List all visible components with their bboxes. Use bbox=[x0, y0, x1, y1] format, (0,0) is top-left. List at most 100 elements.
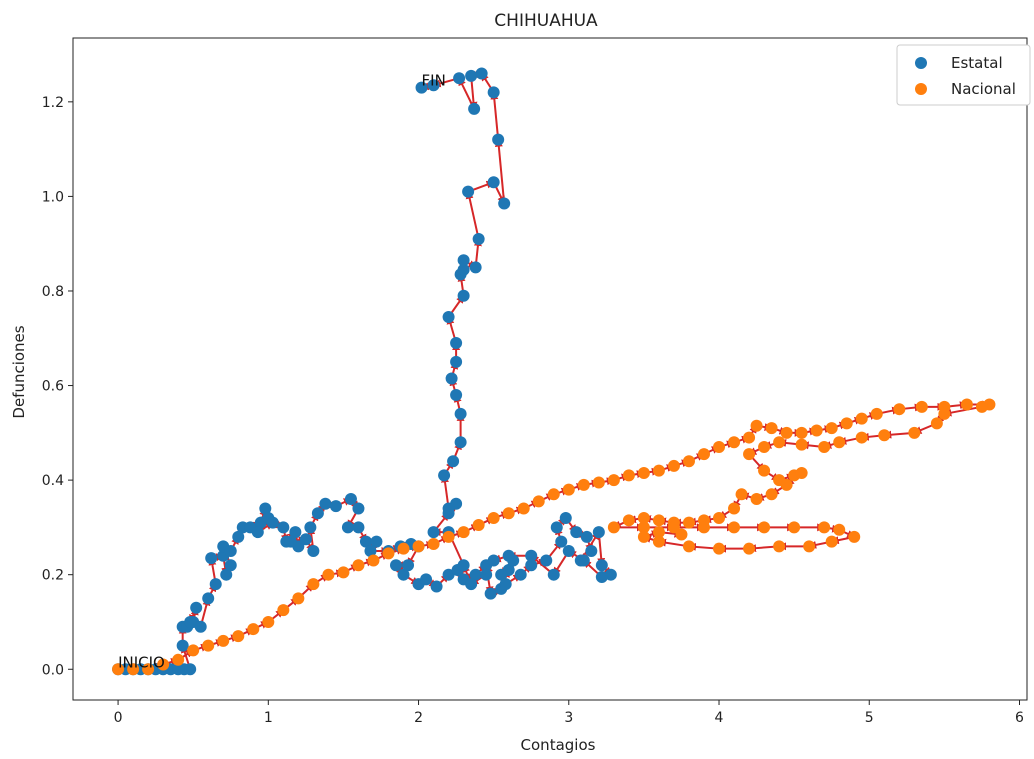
scatter-point-nacional bbox=[487, 511, 500, 524]
scatter-point-nacional bbox=[292, 592, 305, 605]
scatter-points bbox=[112, 67, 996, 676]
legend-marker bbox=[915, 83, 927, 95]
scatter-point-nacional bbox=[367, 554, 380, 567]
scatter-point-estatal bbox=[559, 511, 572, 524]
x-tick-label: 1 bbox=[264, 710, 273, 726]
scatter-point-estatal bbox=[457, 263, 470, 276]
scatter-point-estatal bbox=[445, 372, 458, 385]
scatter-point-nacional bbox=[728, 521, 741, 534]
trajectory-arrow bbox=[465, 190, 480, 240]
scatter-point-estatal bbox=[525, 549, 538, 562]
scatter-point-nacional bbox=[382, 547, 395, 560]
scatter-point-estatal bbox=[457, 289, 470, 302]
scatter-point-nacional bbox=[637, 521, 650, 534]
scatter-point-nacional bbox=[622, 514, 635, 527]
x-axis: 0 1 2 3 4 5 6 bbox=[114, 700, 1024, 726]
scatter-point-nacional bbox=[172, 653, 185, 666]
x-tick-label: 5 bbox=[865, 710, 874, 726]
scatter-point-nacional bbox=[758, 441, 771, 454]
scatter-point-estatal bbox=[194, 620, 207, 633]
scatter-point-nacional bbox=[547, 488, 560, 501]
scatter-point-estatal bbox=[220, 568, 233, 581]
scatter-point-nacional bbox=[682, 540, 695, 553]
scatter-point-nacional bbox=[682, 516, 695, 529]
scatter-point-estatal bbox=[585, 545, 598, 558]
scatter-point-estatal bbox=[251, 526, 264, 539]
scatter-point-estatal bbox=[472, 232, 485, 245]
scatter-point-estatal bbox=[232, 530, 245, 543]
scatter-point-estatal bbox=[592, 526, 605, 539]
scatter-point-nacional bbox=[112, 663, 125, 676]
scatter-point-nacional bbox=[833, 523, 846, 536]
scatter-point-nacional bbox=[818, 441, 831, 454]
annotation-label: INICIO bbox=[118, 653, 165, 671]
scatter-point-nacional bbox=[833, 436, 846, 449]
scatter-point-nacional bbox=[788, 521, 801, 534]
scatter-point-nacional bbox=[262, 615, 275, 628]
scatter-point-estatal bbox=[259, 502, 272, 515]
scatter-point-nacional bbox=[825, 535, 838, 548]
scatter-point-estatal bbox=[352, 521, 365, 534]
scatter-point-estatal bbox=[492, 133, 505, 146]
scatter-point-nacional bbox=[840, 417, 853, 430]
scatter-point-nacional bbox=[322, 568, 335, 581]
scatter-point-nacional bbox=[397, 542, 410, 555]
scatter-point-nacional bbox=[675, 528, 688, 541]
scatter-point-nacional bbox=[217, 634, 230, 647]
plot-area: 0 1 2 3 4 5 6 0.0 0.2 0.4 0.6 0.8 1.0 1.2 INICIO FIN bbox=[42, 37, 1028, 726]
scatter-point-nacional bbox=[743, 448, 756, 461]
scatter-point-nacional bbox=[780, 478, 793, 491]
scatter-point-estatal bbox=[190, 601, 203, 614]
scatter-point-nacional bbox=[607, 521, 620, 534]
scatter-point-nacional bbox=[878, 429, 891, 442]
scatter-point-nacional bbox=[713, 441, 726, 454]
x-axis-label: Contagios bbox=[521, 736, 596, 754]
scatter-point-estatal bbox=[277, 521, 290, 534]
scatter-point-estatal bbox=[465, 578, 478, 591]
y-tick-label: 0.2 bbox=[42, 568, 64, 584]
scatter-point-nacional bbox=[532, 495, 545, 508]
scatter-point-estatal bbox=[484, 587, 497, 600]
legend-label: Estatal bbox=[951, 54, 1003, 72]
y-tick-label: 0.6 bbox=[42, 379, 64, 395]
scatter-point-nacional bbox=[975, 400, 988, 413]
scatter-point-nacional bbox=[818, 521, 831, 534]
scatter-point-nacional bbox=[713, 511, 726, 524]
scatter-point-estatal bbox=[487, 86, 500, 99]
scatter-point-estatal bbox=[364, 545, 377, 558]
legend-label: Nacional bbox=[951, 80, 1016, 98]
scatter-point-nacional bbox=[577, 478, 590, 491]
trajectory-arrow bbox=[943, 405, 983, 417]
scatter-point-estatal bbox=[514, 568, 527, 581]
scatter-point-nacional bbox=[622, 469, 635, 482]
legend: Estatal Nacional bbox=[896, 44, 1031, 106]
scatter-point-estatal bbox=[390, 559, 403, 572]
scatter-point-estatal bbox=[442, 310, 455, 323]
y-tick-label: 1.2 bbox=[42, 95, 64, 111]
scatter-point-estatal bbox=[202, 592, 215, 605]
scatter-point-estatal bbox=[420, 573, 433, 586]
scatter-point-nacional bbox=[307, 578, 320, 591]
annotations: INICIO FIN bbox=[118, 72, 446, 672]
scatter-point-nacional bbox=[562, 483, 575, 496]
scatter-point-nacional bbox=[232, 630, 245, 643]
scatter-point-estatal bbox=[495, 568, 508, 581]
scatter-point-nacional bbox=[795, 467, 808, 480]
scatter-point-nacional bbox=[202, 639, 215, 652]
scatter-point-estatal bbox=[502, 549, 515, 562]
scatter-point-nacional bbox=[758, 464, 771, 477]
scatter-point-nacional bbox=[697, 448, 710, 461]
scatter-point-estatal bbox=[307, 545, 320, 558]
scatter-point-nacional bbox=[848, 530, 861, 543]
scatter-point-estatal bbox=[499, 578, 512, 591]
scatter-point-estatal bbox=[562, 545, 575, 558]
scatter-point-nacional bbox=[472, 519, 485, 532]
scatter-point-nacional bbox=[697, 521, 710, 534]
y-tick-label: 1.0 bbox=[42, 189, 64, 205]
scatter-point-estatal bbox=[498, 197, 511, 210]
scatter-point-nacional bbox=[750, 419, 763, 432]
scatter-point-estatal bbox=[184, 663, 197, 676]
scatter-point-nacional bbox=[803, 540, 816, 553]
scatter-point-nacional bbox=[960, 398, 973, 411]
